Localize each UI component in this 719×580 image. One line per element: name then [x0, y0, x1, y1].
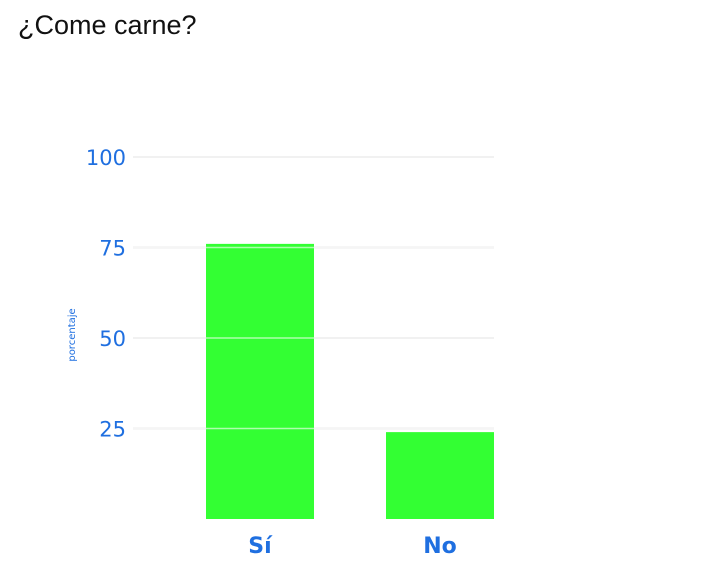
x-tick-label: No — [423, 534, 457, 559]
gridlines-overlay — [133, 156, 494, 430]
x-tick-labels: Sí No — [248, 534, 456, 559]
y-tick-label: 100 — [86, 146, 126, 170]
y-tick-label: 25 — [99, 418, 126, 442]
bar[interactable] — [206, 243, 314, 519]
y-tick-label: 50 — [99, 327, 126, 351]
y-tick-labels: 25 50 75 100 — [86, 146, 126, 442]
chart-title: ¿Come carne? — [18, 10, 197, 40]
y-tick-label: 75 — [99, 237, 126, 261]
y-axis-title: porcentaje — [67, 308, 78, 361]
x-tick-label: Sí — [248, 534, 273, 559]
bars — [206, 243, 494, 519]
bar[interactable] — [386, 432, 494, 519]
